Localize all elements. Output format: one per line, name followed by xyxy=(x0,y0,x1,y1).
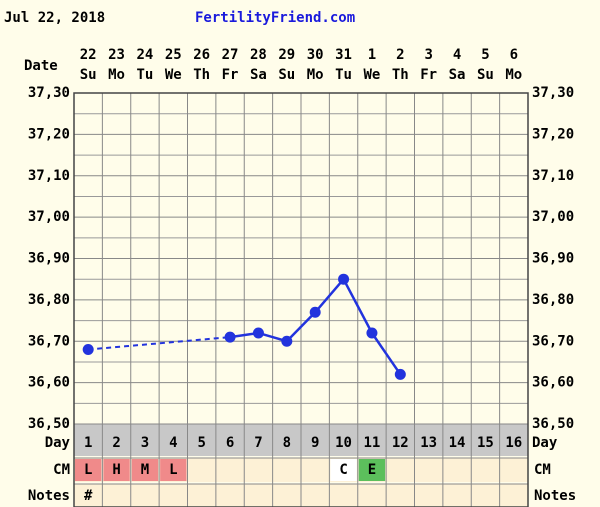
y-tick-label-right: 37,10 xyxy=(532,168,574,184)
weekday-label: We xyxy=(165,67,182,83)
cm-value: E xyxy=(368,462,376,478)
date-label: 5 xyxy=(481,47,489,63)
day-number: 7 xyxy=(254,435,262,451)
cm-value: H xyxy=(112,462,120,478)
date-label: 23 xyxy=(108,47,125,63)
day-number: 4 xyxy=(169,435,177,451)
temperature-point xyxy=(366,327,378,339)
y-tick-label-right: 36,50 xyxy=(532,416,574,432)
temperature-point xyxy=(252,327,264,339)
day-number: 11 xyxy=(364,435,381,451)
day-number: 9 xyxy=(311,435,319,451)
y-tick-label-right: 36,70 xyxy=(532,333,574,349)
temperature-point xyxy=(82,344,94,356)
date-label: 24 xyxy=(137,47,154,63)
weekday-label: Fr xyxy=(420,67,437,83)
temperature-point xyxy=(338,273,350,285)
day-label-right: Day xyxy=(532,435,558,451)
day-number: 8 xyxy=(283,435,291,451)
weekday-label: Tu xyxy=(137,67,154,83)
date-label: 6 xyxy=(510,47,518,63)
day-number: 14 xyxy=(449,435,466,451)
y-tick-label: 37,10 xyxy=(28,168,70,184)
temperature-point xyxy=(309,306,321,318)
date-label: 26 xyxy=(193,47,210,63)
date-label: 3 xyxy=(424,47,432,63)
y-tick-label: 36,90 xyxy=(28,251,70,267)
cm-cell xyxy=(103,459,130,481)
y-tick-label: 37,20 xyxy=(28,126,70,142)
y-tick-label: 36,80 xyxy=(28,292,70,308)
cm-value: L xyxy=(84,462,92,478)
site-name: FertilityFriend.com xyxy=(195,10,355,26)
y-tick-label: 36,70 xyxy=(28,333,70,349)
cm-value: C xyxy=(339,462,347,478)
y-tick-label: 37,30 xyxy=(28,85,70,101)
cm-cell xyxy=(131,459,159,481)
cm-cell xyxy=(330,459,357,481)
header-date: Jul 22, 2018 xyxy=(4,10,105,26)
weekday-label: Sa xyxy=(449,67,466,83)
weekday-label: Th xyxy=(193,67,210,83)
date-label: 29 xyxy=(278,47,295,63)
date-label: Date xyxy=(24,58,58,74)
day-number: 6 xyxy=(226,435,234,451)
date-label: 30 xyxy=(307,47,324,63)
day-label: Day xyxy=(45,435,71,451)
y-tick-label-right: 36,90 xyxy=(532,251,574,267)
weekday-label: We xyxy=(364,67,381,83)
cm-cell xyxy=(160,459,187,481)
cm-label-right: CM xyxy=(534,462,551,478)
date-label: 28 xyxy=(250,47,267,63)
plot-frame xyxy=(73,92,529,507)
day-number: 5 xyxy=(197,435,205,451)
day-number: 12 xyxy=(392,435,409,451)
date-label: 31 xyxy=(335,47,352,63)
day-number: 2 xyxy=(112,435,120,451)
weekday-label: Mo xyxy=(505,67,522,83)
date-label: 2 xyxy=(396,47,404,63)
date-label: 22 xyxy=(80,47,97,63)
weekday-label: Su xyxy=(278,67,295,83)
day-number: 1 xyxy=(84,435,92,451)
date-label: 25 xyxy=(165,47,182,63)
day-number: 16 xyxy=(505,435,522,451)
day-number: 13 xyxy=(420,435,437,451)
cm-value: L xyxy=(169,462,177,478)
y-tick-label-right: 36,60 xyxy=(532,375,574,391)
date-label: 27 xyxy=(222,47,239,63)
weekday-label: Mo xyxy=(108,67,125,83)
y-tick-label: 36,50 xyxy=(28,416,70,432)
weekday-label: Th xyxy=(392,67,409,83)
cm-label: CM xyxy=(53,462,70,478)
weekday-label: Mo xyxy=(307,67,324,83)
cm-cell xyxy=(75,459,102,481)
y-tick-label-right: 36,80 xyxy=(532,292,574,308)
cm-value: M xyxy=(141,462,149,478)
y-tick-label: 37,00 xyxy=(28,209,70,225)
weekday-label: Tu xyxy=(335,67,352,83)
notes-label-right: Notes xyxy=(534,488,576,504)
temperature-point xyxy=(281,335,293,347)
y-tick-label: 36,60 xyxy=(28,375,70,391)
date-label: 4 xyxy=(453,47,461,63)
date-label: 1 xyxy=(368,47,376,63)
weekday-label: Fr xyxy=(222,67,239,83)
day-number: 15 xyxy=(477,435,494,451)
weekday-label: Su xyxy=(477,67,494,83)
cm-cell xyxy=(358,459,386,481)
notes-label: Notes xyxy=(28,488,70,504)
temperature-point xyxy=(224,331,236,343)
gap-connector xyxy=(88,336,231,351)
day-number: 10 xyxy=(335,435,352,451)
day-number: 3 xyxy=(141,435,149,451)
y-tick-label-right: 37,20 xyxy=(532,126,574,142)
note-value: # xyxy=(84,488,93,504)
y-tick-label-right: 37,30 xyxy=(532,85,574,101)
weekday-label: Su xyxy=(80,67,97,83)
temperature-point xyxy=(394,368,406,380)
y-tick-label-right: 37,00 xyxy=(532,209,574,225)
weekday-label: Sa xyxy=(250,67,267,83)
